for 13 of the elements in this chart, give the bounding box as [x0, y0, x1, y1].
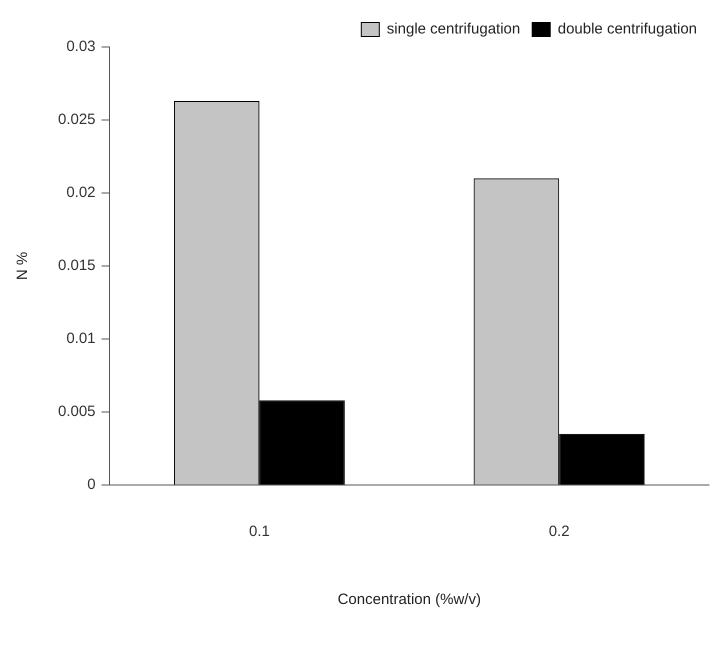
- x-tick-label: 0.2: [548, 523, 570, 540]
- legend-label: single centrifugation: [386, 20, 520, 38]
- x-tick-label: 0.1: [248, 523, 270, 540]
- legend-label: double centrifugation: [558, 20, 698, 38]
- y-tick-label: 0: [87, 476, 96, 494]
- y-tick-label: 0.015: [58, 257, 96, 274]
- y-tick-label: 0.005: [58, 403, 96, 420]
- y-tick-label: 0.02: [66, 184, 96, 202]
- y-tick-label: 0.025: [58, 111, 96, 128]
- x-axis-title: Concentration (%w/v): [338, 591, 481, 608]
- y-tick-label: 0.01: [66, 330, 96, 348]
- y-tick-label: 0.03: [66, 38, 96, 56]
- y-axis-title: N %: [14, 252, 32, 280]
